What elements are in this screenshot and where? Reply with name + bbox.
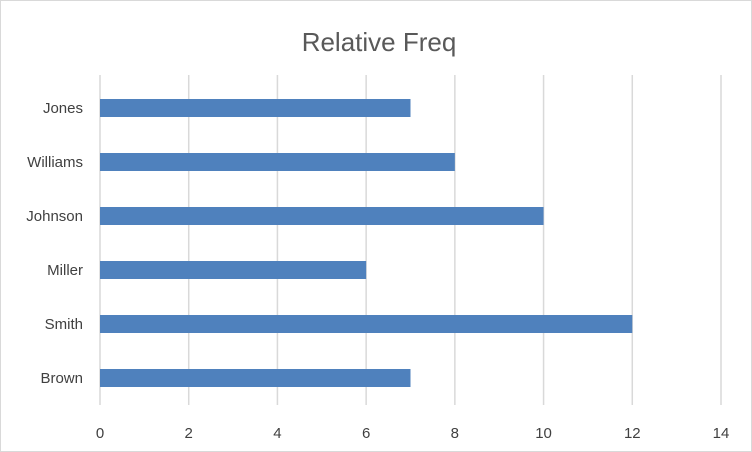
bar-jones: [100, 99, 411, 117]
category-label: Miller: [47, 262, 83, 279]
x-tick-label: 2: [185, 425, 193, 442]
x-tick-label: 4: [273, 425, 281, 442]
x-tick-label: 10: [535, 425, 552, 442]
bar-miller: [100, 261, 367, 279]
bar-smith: [100, 315, 633, 333]
bars: [100, 99, 633, 387]
x-tick-labels: 0 2 4 6 8 10 12 14: [96, 425, 730, 442]
category-labels: Jones Williams Johnson Miller Smith Brown: [26, 100, 83, 387]
x-tick-label: 0: [96, 425, 104, 442]
category-label: Johnson: [26, 208, 83, 225]
bar-johnson: [100, 207, 544, 225]
category-label: Jones: [43, 100, 83, 117]
x-tick-label: 14: [713, 425, 730, 442]
bar-williams: [100, 153, 455, 171]
bar-brown: [100, 369, 411, 387]
category-label: Brown: [40, 370, 83, 387]
gridlines: [99, 75, 722, 405]
category-label: Williams: [27, 154, 83, 171]
category-label: Smith: [45, 316, 83, 333]
chart-title: Relative Freq: [302, 27, 457, 57]
x-tick-label: 8: [451, 425, 459, 442]
x-tick-label: 6: [362, 425, 370, 442]
x-tick-label: 12: [624, 425, 641, 442]
